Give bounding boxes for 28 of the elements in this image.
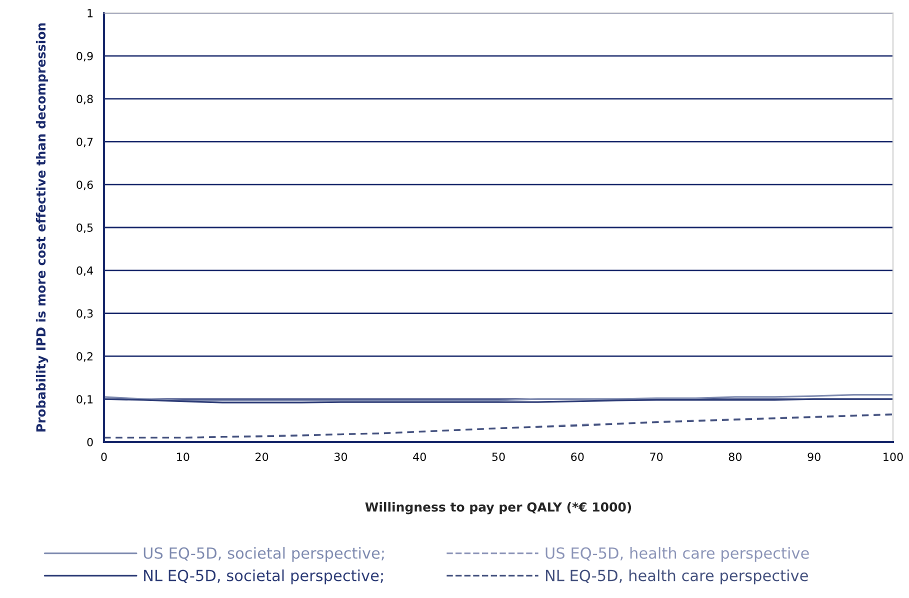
x-tick-label: 10 xyxy=(177,452,190,462)
text: US EQ-5D, societal perspective; xyxy=(144,547,384,562)
y-tick-label: 0,8 xyxy=(76,94,93,104)
x-tick-label: 80 xyxy=(728,452,742,462)
y-tick-label: 0,5 xyxy=(76,223,93,234)
y-axis-title: Probability IPD is more cost effective than decompression xyxy=(36,23,48,432)
x-tick-label: 70 xyxy=(650,452,663,462)
x-tick-label: 100 xyxy=(884,452,903,462)
x-tick-label: 50 xyxy=(492,452,505,462)
x-axis-title: Willingness to pay per QALY (*€ 1000) xyxy=(365,502,632,514)
y-tick-label: 0,9 xyxy=(76,52,93,62)
y-tick-label: 0,4 xyxy=(76,266,93,276)
text: US EQ-5D, health care perspective xyxy=(546,547,809,562)
x-tick-label: 60 xyxy=(571,452,584,462)
y-tick-label: 0,2 xyxy=(76,352,92,362)
y-tick-label: 0,7 xyxy=(76,138,93,148)
x-tick-label: 40 xyxy=(413,452,426,462)
y-tick-label: 0,6 xyxy=(76,180,93,190)
x-tick-label: 0 xyxy=(101,452,107,462)
text: NL EQ-5D, societal perspective; xyxy=(144,569,383,584)
y-tick-label: 0 xyxy=(87,438,93,446)
x-tick-label: 30 xyxy=(334,452,348,462)
y-tick-label: 0,1 xyxy=(76,395,93,405)
x-tick-label: 20 xyxy=(256,452,268,462)
text: NL EQ-5D, health care perspective xyxy=(546,569,808,584)
y-tick-label: 0,3 xyxy=(76,309,93,319)
y-tick-label: 1 xyxy=(88,9,93,18)
x-tick-label: 90 xyxy=(808,452,820,462)
